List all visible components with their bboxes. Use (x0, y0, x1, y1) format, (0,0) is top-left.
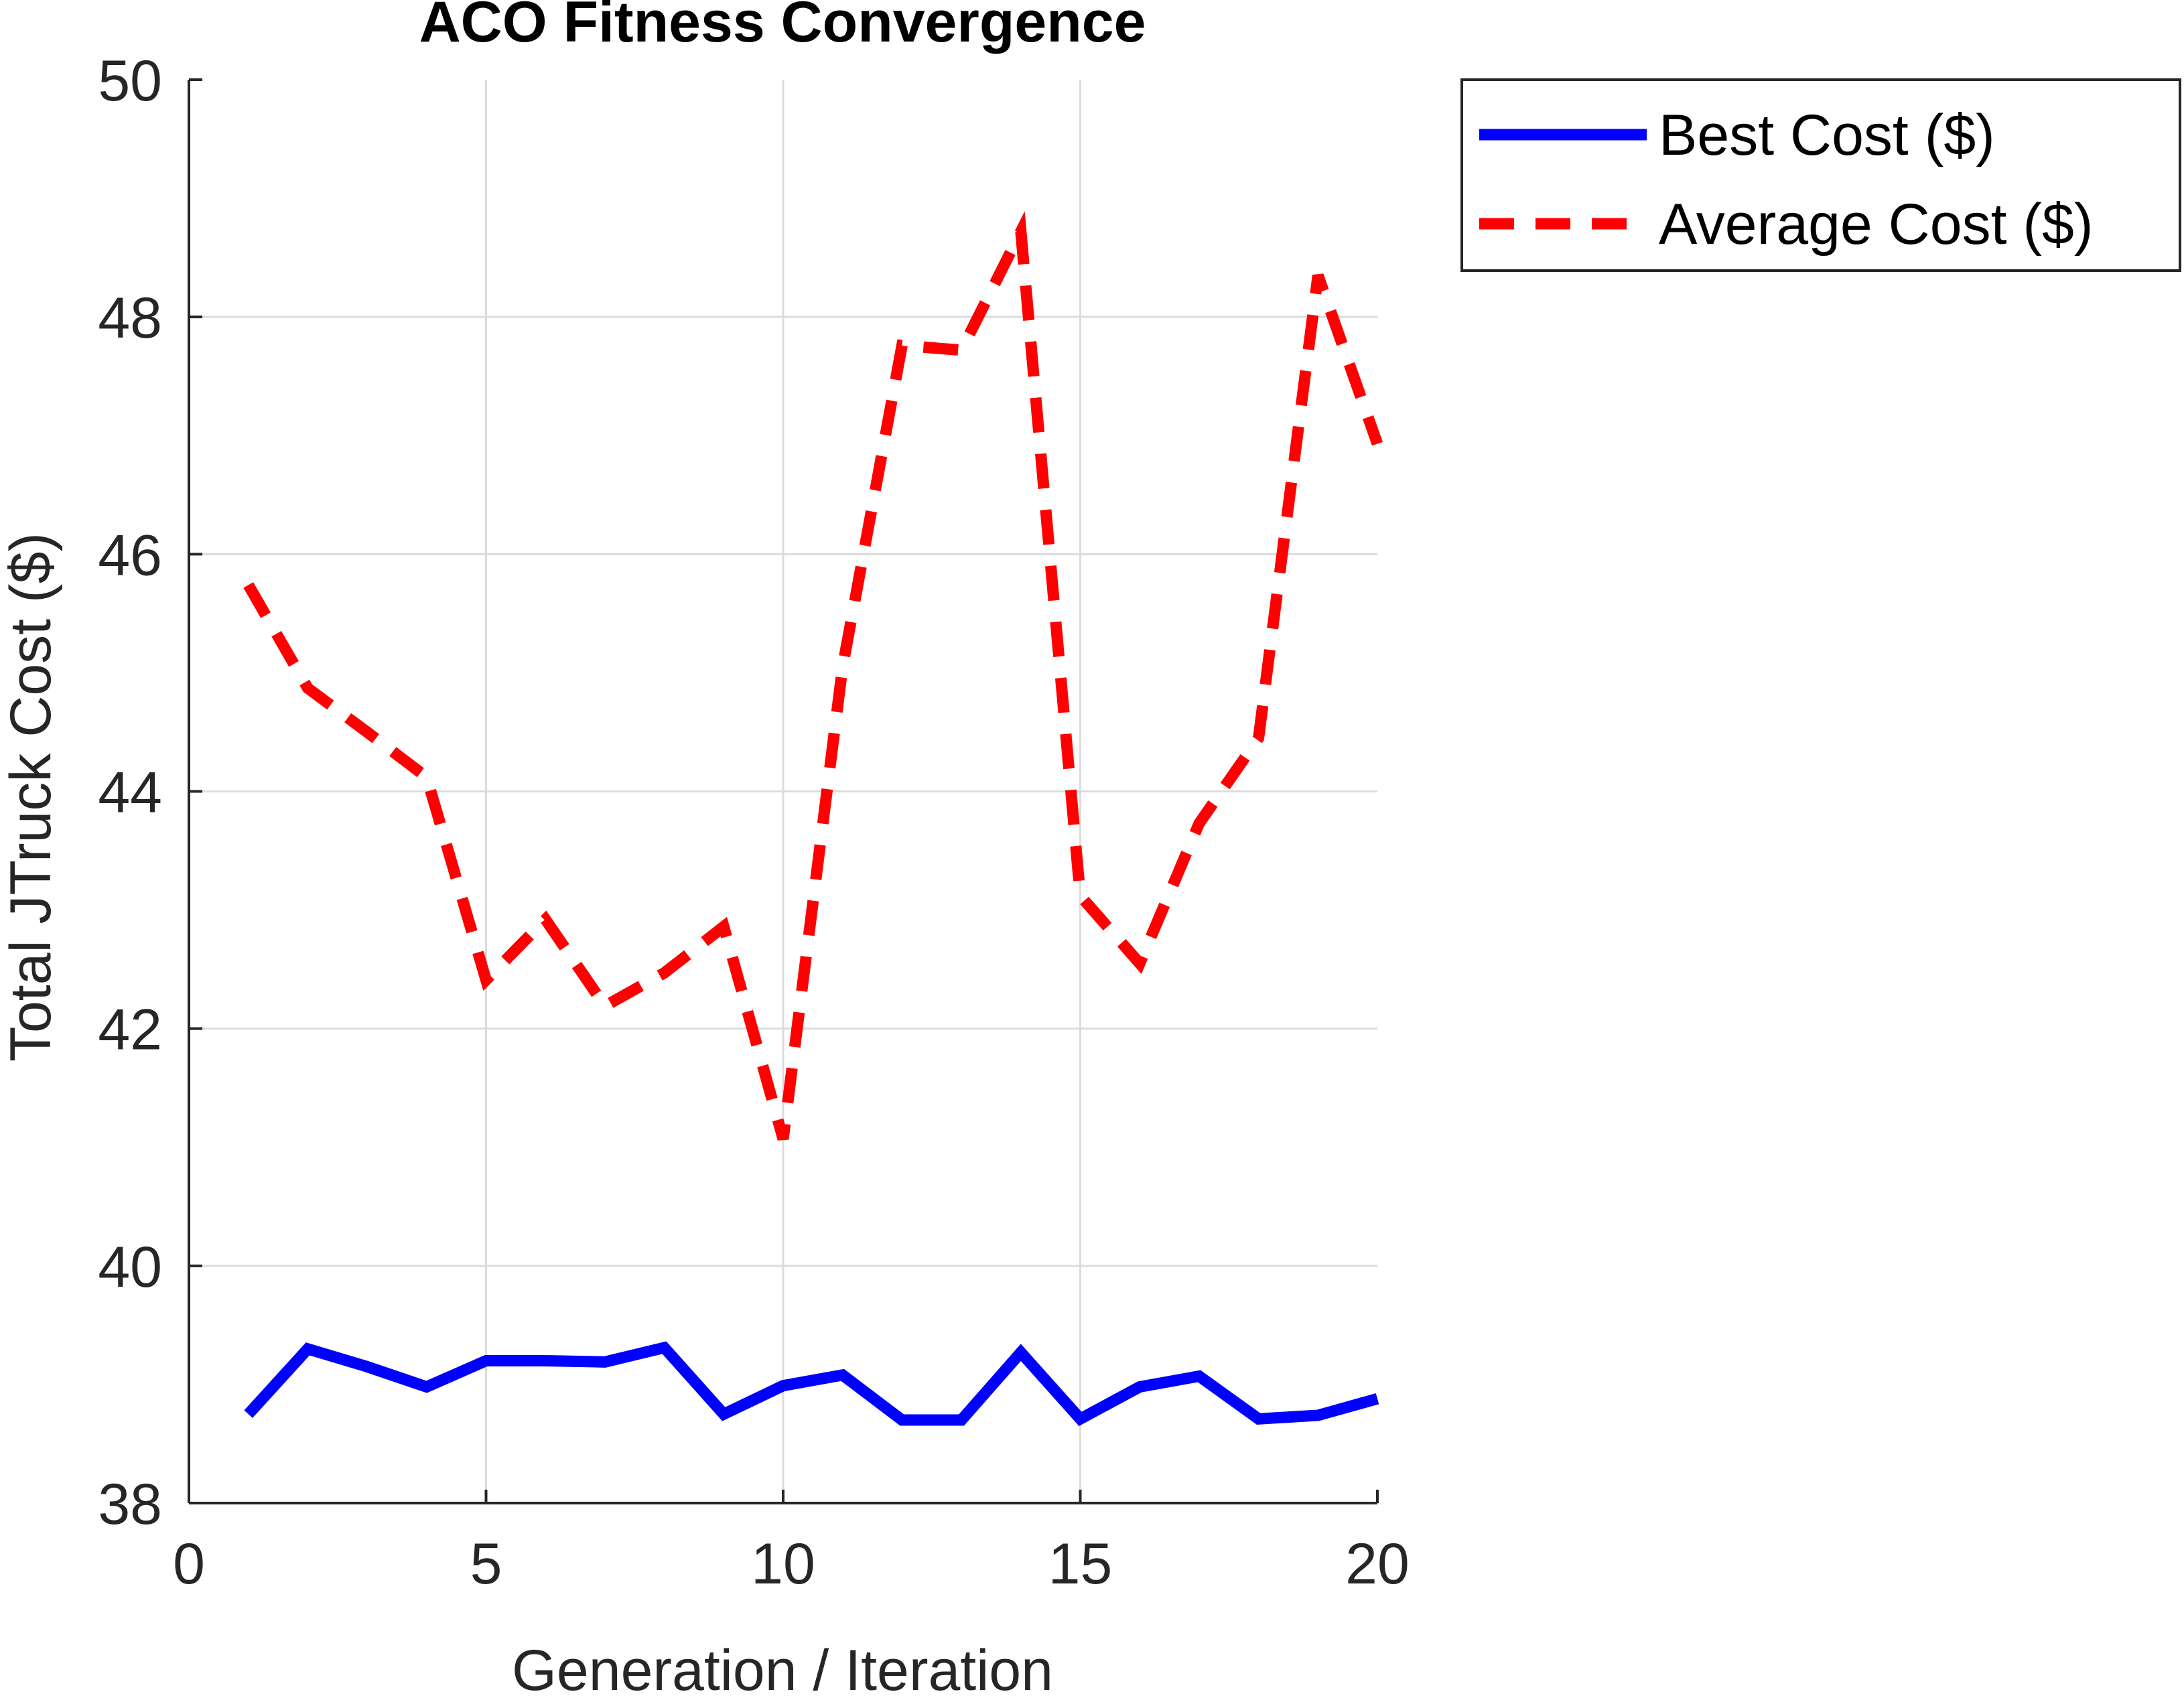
y-tick-label: 46 (98, 523, 162, 587)
grid-lines (189, 80, 1377, 1503)
legend-box (1460, 78, 2181, 272)
series-line-1 (244, 1341, 1379, 1426)
x-tick-label: 15 (1048, 1532, 1113, 1596)
series-line-2 (243, 211, 1383, 1141)
x-tick-label: 10 (751, 1532, 815, 1596)
x-tick-label: 5 (470, 1532, 502, 1596)
y-tick-label: 42 (98, 998, 162, 1062)
y-tick-label: 40 (98, 1235, 162, 1299)
legend-label-2: Average Cost ($) (1659, 192, 2094, 257)
axes: 0 5 10 15 20 38 40 42 44 46 48 50 (98, 49, 1410, 1596)
x-axis-label: Generation / Iteration (512, 1638, 1053, 1695)
y-tick-label: 48 (98, 286, 162, 350)
legend-label-1: Best Cost ($) (1659, 103, 1995, 167)
y-axis-label: Total JTruck Cost ($) (0, 533, 63, 1062)
chart-title: ACO Fitness Convergence (419, 0, 1146, 54)
legend: Best Cost ($) Average Cost ($) (1460, 78, 2181, 272)
series-lines (243, 211, 1383, 1426)
x-tick-label: 0 (173, 1532, 205, 1596)
y-tick-label: 38 (98, 1472, 162, 1537)
y-tick-label: 50 (98, 49, 162, 113)
y-tick-label: 44 (98, 761, 162, 825)
x-tick-label: 20 (1345, 1532, 1410, 1596)
